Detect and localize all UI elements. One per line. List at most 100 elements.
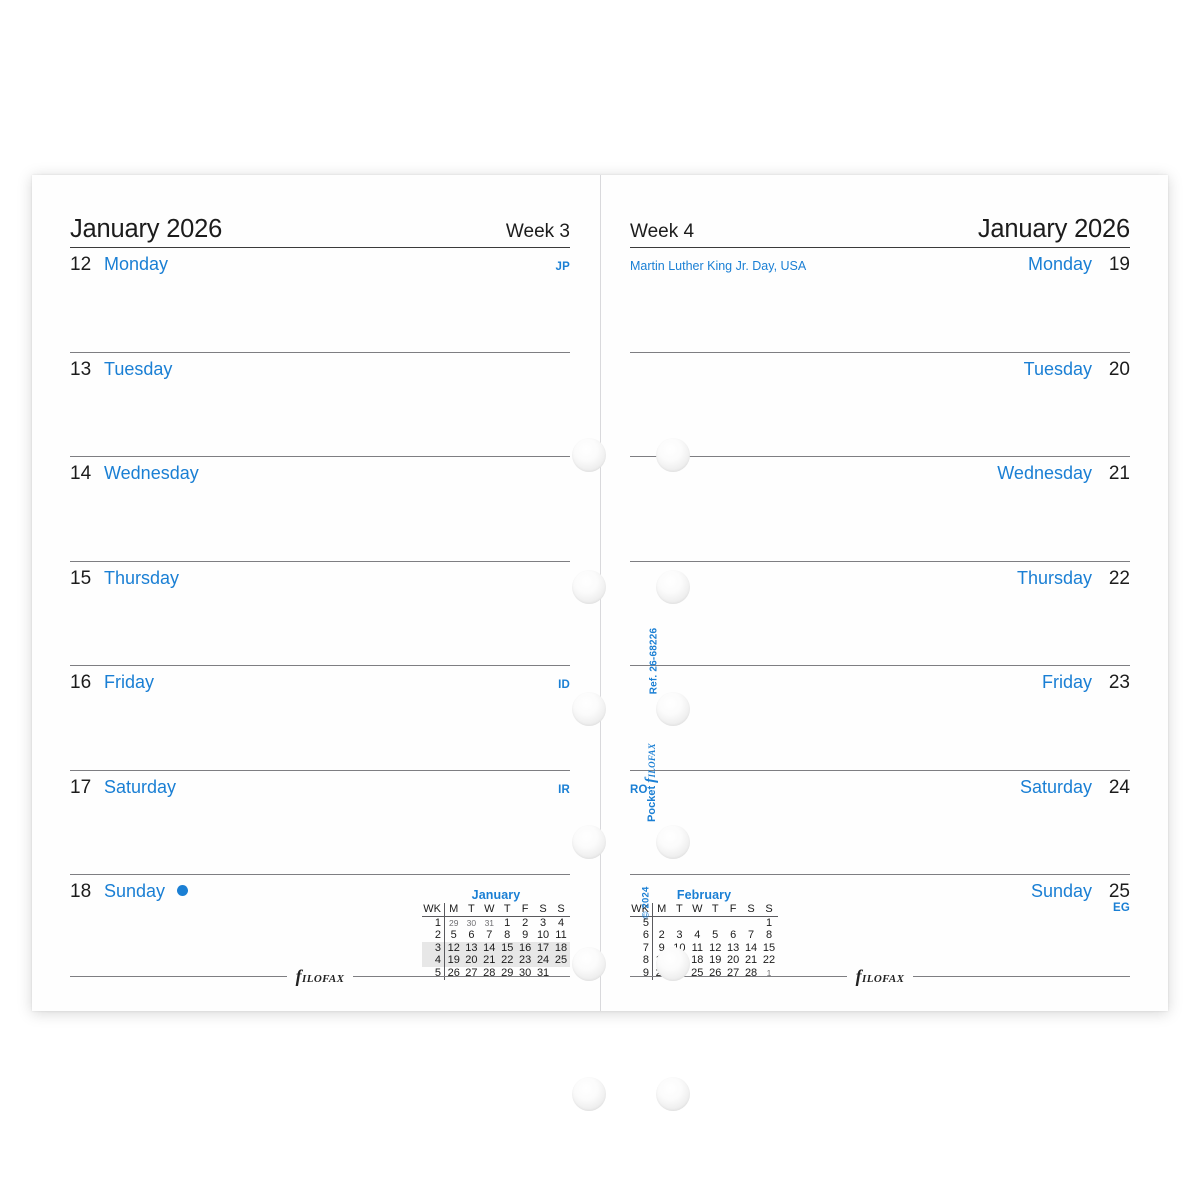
left-page-month-title: January 2026: [70, 215, 223, 243]
spine-logo-rest: ilofax: [642, 743, 658, 778]
mini-calendar-day-cell: 13: [727, 941, 740, 954]
mini-calendar-day-cell: 20: [727, 954, 740, 967]
mini-calendar-day-cell: 26: [709, 966, 722, 979]
mini-calendar-day-cell: 12: [444, 941, 463, 955]
day-name: Monday: [104, 254, 169, 274]
ring-hole: [656, 692, 690, 726]
footer-rule-left: [70, 976, 287, 977]
footer-rule-left: [630, 976, 847, 977]
mini-calendar-dow-thu: T: [711, 902, 719, 915]
mini-calendar-day-cell: 26: [447, 966, 460, 979]
mini-calendar-day-cell: 1: [765, 916, 773, 929]
country-code: RO: [630, 783, 648, 796]
right-page-day-rows: Martin Luther King Jr. Day, USA Monday 1…: [630, 248, 1130, 980]
day-row-tuesday-13[interactable]: 13 Tuesday: [70, 353, 570, 457]
day-number: 16: [70, 672, 92, 693]
day-row-thursday-15[interactable]: 15 Thursday: [70, 562, 570, 666]
left-page-header: January 2026 Week 3: [70, 215, 570, 248]
mini-calendar-week-number: 3: [422, 941, 445, 955]
mini-calendar-week-row: 3 12 13 14 15 16 17 18: [422, 941, 570, 955]
mini-calendar-table: WK M T W T F S S 1 29 30 31 1 2 3 4: [422, 902, 570, 980]
mini-calendar-day-cell: [706, 916, 724, 929]
day-row-tuesday-20[interactable]: Tuesday 20: [630, 353, 1130, 457]
mini-calendar-day-cell: 31: [484, 917, 495, 928]
mini-calendar-day-cell: 19: [709, 954, 722, 967]
mini-calendar-dow-sun: S: [765, 902, 773, 915]
day-row-saturday-17[interactable]: 17 Saturday IR: [70, 771, 570, 875]
left-page-footer: filofax: [70, 966, 571, 987]
mini-calendar-day-cell: 14: [744, 941, 758, 954]
mini-calendar-day-cell: 14: [480, 941, 499, 955]
day-number: 17: [70, 776, 92, 798]
day-row-friday-23[interactable]: Friday 23: [630, 666, 1130, 771]
mini-calendar-day-cell: 7: [486, 929, 493, 942]
mini-calendar-dow-thu: T: [503, 902, 511, 915]
mini-calendar-dow-tue: T: [468, 902, 475, 915]
mini-calendar-week-row: 4 19 20 21 22 23 24 25: [422, 954, 570, 967]
mini-calendar-week-number: 7: [630, 941, 653, 955]
mini-calendar-day-cell: 27: [727, 966, 740, 979]
mini-calendar-day-cell: 29: [448, 917, 459, 928]
day-row-saturday-24[interactable]: RO Saturday 24: [630, 771, 1130, 875]
mini-calendar-day-cell: 25: [552, 954, 570, 967]
day-row-wednesday-14[interactable]: 14 Wednesday: [70, 457, 570, 562]
spine-brand-block: Pocket filofax: [642, 743, 659, 822]
mini-calendar-day-cell: 8: [765, 929, 773, 942]
day-row-wednesday-21[interactable]: Wednesday 21: [630, 457, 1130, 562]
footer-rule-right: [913, 976, 1131, 977]
mini-calendar-week-number: 4: [422, 954, 445, 967]
mini-calendar-day-cell: 22: [762, 954, 776, 967]
mini-calendar-dow-tue: T: [676, 902, 683, 915]
ring-hole: [572, 825, 606, 859]
mini-calendar-week-number: 2: [422, 929, 445, 942]
ring-hole: [572, 692, 606, 726]
right-page-header: Week 4 January 2026: [630, 215, 1130, 248]
day-number: 12: [70, 254, 92, 275]
mini-calendar-day-cell: 5: [450, 929, 457, 942]
mini-calendar-dow-mon: M: [657, 902, 667, 915]
mini-calendar-dow-sat: S: [747, 902, 755, 915]
right-page: Week 4 January 2026 Martin Luther King J…: [600, 175, 1168, 1111]
day-number: 15: [70, 567, 92, 589]
day-number: 21: [1108, 463, 1130, 484]
day-number: 14: [70, 463, 92, 484]
mini-calendar-day-cell: 4: [694, 929, 701, 942]
mini-calendar-day-cell: 11: [555, 929, 567, 942]
day-row-sunday-25[interactable]: Sunday 25 EG February WK M T: [630, 875, 1130, 980]
mini-calendar-dow-fri: F: [521, 902, 529, 915]
mini-calendar-day-cell: 21: [744, 954, 758, 967]
day-row-thursday-22[interactable]: Thursday 22: [630, 562, 1130, 666]
day-number: 22: [1108, 567, 1130, 589]
spine-copyright: © 2024: [640, 886, 652, 919]
mini-calendar-day-cell: 2: [522, 916, 529, 929]
day-name: Saturday: [1019, 776, 1092, 797]
day-number: 23: [1108, 672, 1130, 693]
left-page-day-rows: 12 Monday JP 13 Tuesday: [70, 248, 570, 980]
spine-ref-value: 26-68226: [648, 627, 660, 672]
day-row-monday-19[interactable]: Martin Luther King Jr. Day, USA Monday 1…: [630, 248, 1130, 353]
day-number: 25: [1108, 881, 1130, 902]
day-row-friday-16[interactable]: 16 Friday ID: [70, 666, 570, 771]
mini-calendar-dow-wed: W: [484, 902, 495, 915]
mini-calendar-day-cell: 6: [468, 929, 475, 942]
mini-calendar-day-cell: 20: [462, 954, 481, 967]
footer-rule-right: [353, 976, 571, 977]
ring-hole: [572, 1077, 606, 1111]
logo-f: f: [855, 966, 863, 986]
mini-calendar-week-number: 8: [630, 954, 653, 967]
day-row-monday-12[interactable]: 12 Monday JP: [70, 248, 570, 353]
logo-rest: ilofax: [862, 970, 905, 986]
day-number: 19: [1108, 254, 1130, 275]
country-code: IR: [558, 783, 570, 796]
ring-hole: [656, 1077, 690, 1111]
mini-calendar-title: January: [471, 887, 521, 902]
ring-hole: [656, 825, 690, 859]
mini-calendar-day-cell: 31: [536, 966, 550, 979]
day-row-sunday-18[interactable]: 18 Sunday January WK M T: [70, 875, 570, 980]
mini-calendar-day-cell: 5: [712, 929, 719, 942]
day-number: 20: [1108, 358, 1130, 380]
mini-calendar-dow-sat: S: [539, 902, 547, 915]
day-number: 18: [70, 881, 92, 902]
day-name: Sunday: [104, 881, 166, 901]
mini-calendar-week-row: 79101112131415: [630, 941, 778, 955]
